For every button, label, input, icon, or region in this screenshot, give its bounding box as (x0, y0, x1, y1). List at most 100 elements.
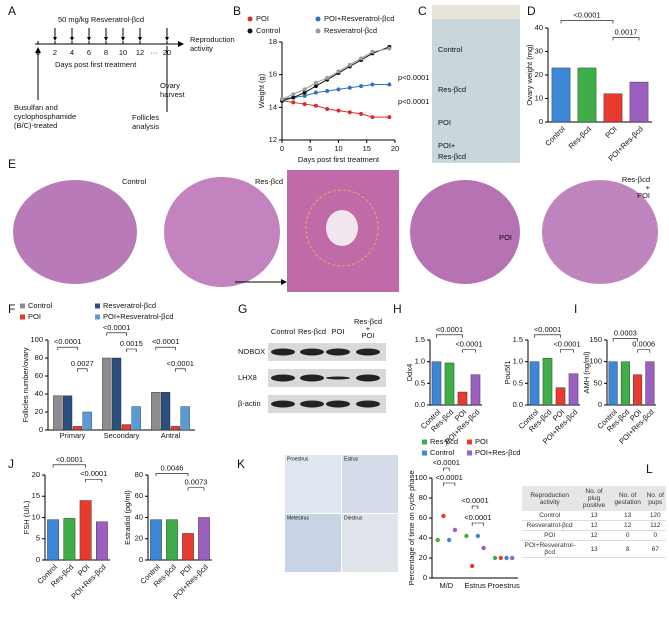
panel-letter: D (527, 4, 536, 18)
p-value: <0.0001 (436, 325, 463, 334)
y-tick-label: 0 (139, 555, 143, 564)
smear (285, 455, 341, 513)
significance-bracket (155, 346, 176, 351)
p-value: 0.0006 (632, 340, 655, 349)
panel-letter: B (233, 4, 241, 18)
p-value: 0.0003 (614, 329, 637, 338)
band (356, 348, 380, 356)
band (356, 374, 380, 382)
histology-label: POI (637, 191, 650, 200)
significance-bracket (77, 368, 88, 372)
arrow-head (70, 37, 74, 41)
table-cell: Resveratrol-βcd (522, 520, 578, 531)
blot-column: POI (362, 331, 375, 340)
significance-bracket (637, 349, 651, 353)
band (271, 400, 295, 408)
bar (629, 81, 649, 123)
data-point (336, 108, 341, 113)
photo-label: POI (438, 118, 451, 127)
band (300, 400, 324, 408)
table-cell: 12 (577, 530, 611, 541)
ellipsis: ··· (150, 48, 158, 57)
legend-swatch (467, 439, 472, 445)
p-value: <0.0001 (455, 340, 482, 349)
data-point (452, 527, 458, 533)
reproduction-table: Reproduction activity No. of plug positiv… (522, 486, 666, 558)
band (300, 374, 324, 382)
smear (285, 514, 341, 572)
x-tick-label: M/D (439, 581, 453, 590)
y-tick-label: 15 (32, 491, 40, 500)
p-value: <0.0001 (573, 10, 600, 19)
significance-bracket (612, 37, 640, 41)
significance-bracket (126, 348, 137, 352)
y-tick-label: 0 (39, 425, 43, 434)
data-point (387, 46, 392, 51)
y-tick-label: 10 (535, 93, 543, 102)
series-line (281, 46, 390, 102)
ovary-section (13, 180, 137, 284)
bar (431, 361, 442, 406)
data-point (464, 533, 469, 539)
data-point (447, 537, 452, 543)
bar (568, 373, 579, 406)
bar (63, 395, 73, 431)
legend-label: POI+Resveratrol-βcd (324, 14, 394, 23)
table-cell: 8 (610, 540, 645, 558)
p-value: <0.0001 (534, 325, 561, 334)
dose-label: 50 mg/kg Resveratrol-βcd (58, 15, 144, 24)
data-point (280, 97, 284, 102)
y-tick-label: 16 (269, 70, 277, 79)
panel-letter: E (8, 157, 16, 171)
data-point (302, 87, 307, 92)
y-tick-label: 20 (32, 470, 40, 479)
data-point (325, 89, 330, 93)
follicles-label: Follicles (132, 113, 159, 122)
table-cell: Control (522, 511, 578, 521)
day-label: 10 (119, 48, 127, 57)
bar (555, 387, 566, 406)
data-point (313, 84, 318, 89)
y-tick-label: 60 (419, 513, 427, 522)
legend-label: Res-βcd (430, 437, 458, 446)
day-label: 12 (136, 48, 144, 57)
arrow-head (165, 37, 169, 41)
bar (72, 426, 83, 431)
x-tick-label: 20 (391, 144, 399, 153)
bar (79, 500, 92, 561)
legend-swatch (20, 314, 25, 320)
data-point (441, 513, 446, 519)
header-cell: No. of gestation (610, 486, 645, 511)
legend-swatch (95, 303, 100, 309)
y-tick-label: 1.5 (513, 335, 523, 344)
band (326, 376, 350, 380)
legend-label: Resveratrol-βcd (324, 26, 377, 35)
x-tick-label: 10 (334, 144, 342, 153)
bar (603, 93, 623, 123)
data-point (347, 62, 352, 67)
data-point (510, 555, 515, 561)
y-axis-label: Estradiol (pg/ml) (123, 490, 132, 545)
bar (53, 395, 63, 431)
legend-swatch (467, 450, 472, 456)
bar (444, 362, 455, 406)
legend-swatch (422, 439, 427, 445)
follicles-label: analysis (132, 122, 159, 131)
smear-label: Proestrus (287, 456, 309, 462)
data-point (302, 90, 307, 95)
y-tick-label: 100 (414, 473, 427, 482)
bar (633, 374, 643, 406)
panel-letter: K (237, 457, 245, 471)
bar (170, 426, 181, 431)
bar (151, 392, 161, 431)
histology-label: POI (499, 233, 512, 242)
legend-label: POI (475, 437, 488, 446)
legend-label: Control (256, 26, 281, 35)
smear (342, 455, 398, 513)
significance-bracket (471, 505, 479, 509)
p-value: 0.0027 (71, 359, 94, 368)
data-point (291, 95, 296, 100)
p-value: <0.0001 (54, 337, 81, 346)
histology-label: Control (122, 177, 147, 186)
significance-bracket (436, 334, 463, 338)
